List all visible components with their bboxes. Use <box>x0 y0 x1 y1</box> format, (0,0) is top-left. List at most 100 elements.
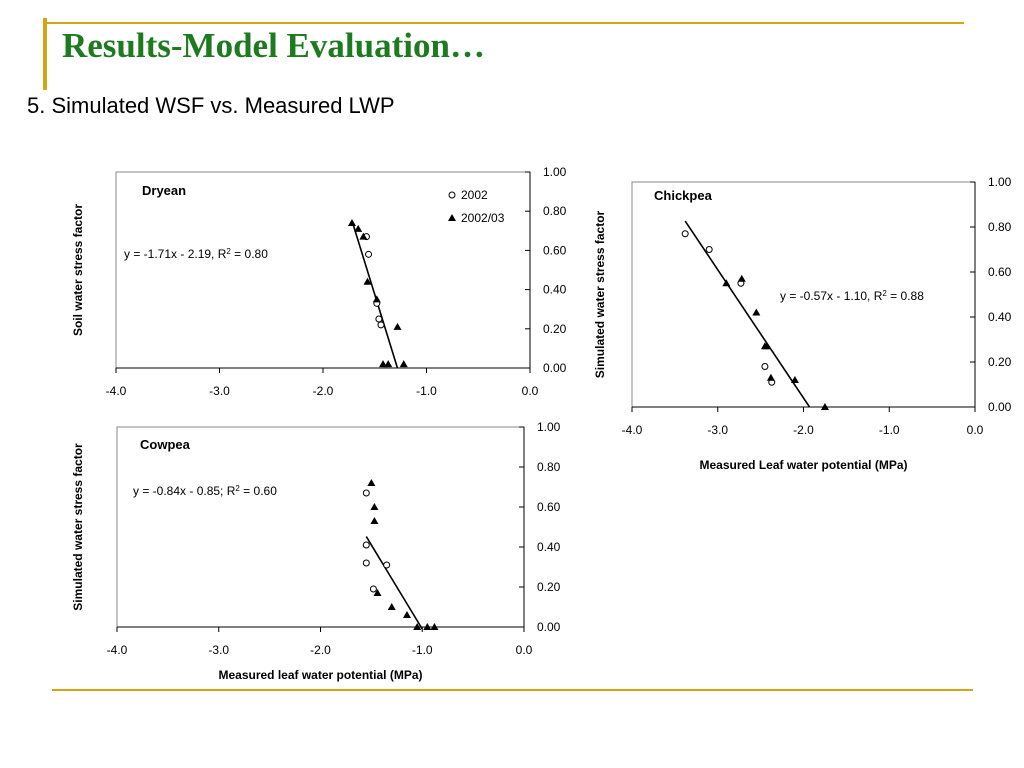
r2-superscript: 2 <box>882 289 887 298</box>
data-point-2002 <box>383 561 391 569</box>
x-axis-label: Measured leaf water potential (MPa) <box>218 668 422 682</box>
r2-superscript: 2 <box>235 484 240 493</box>
panel-label: Dryean <box>142 183 186 198</box>
y-tick-label: 0.80 <box>543 204 567 218</box>
x-tick-label: 0.0 <box>516 643 533 657</box>
regression-line <box>351 220 399 369</box>
data-point-2002-03 <box>367 479 376 486</box>
plot-frame <box>116 426 525 628</box>
data-point-2002 <box>362 541 370 549</box>
y-tick-label: 0.00 <box>988 400 1012 414</box>
x-tick-label: -3.0 <box>707 423 728 437</box>
legend-marker-2002 <box>448 191 456 199</box>
x-tick-label: -1.0 <box>879 423 900 437</box>
data-point-2002-03 <box>413 623 422 630</box>
regression-equation: y = -0.57x - 1.10, R2 = 0.88 <box>780 289 924 304</box>
data-point-2002-03 <box>402 611 411 618</box>
data-point-2002 <box>375 315 383 323</box>
data-point-2002-03 <box>387 603 396 610</box>
data-point-2002-03 <box>399 360 408 368</box>
y-axis-label: Simulated water stress factor <box>71 443 85 611</box>
regression-equation: y = -1.71x - 2.19, R2 = 0.80 <box>124 247 268 262</box>
r2-value: = 0.88 <box>887 289 924 303</box>
y-tick-label: 0.60 <box>537 500 561 514</box>
x-tick-label: -1.0 <box>412 643 433 657</box>
legend-marker-2002-03 <box>448 214 456 221</box>
legend-label-2002-03: 2002/03 <box>461 211 505 225</box>
data-point-2002 <box>377 321 385 329</box>
x-tick-label: -2.0 <box>313 384 334 398</box>
x-tick-label: -4.0 <box>106 384 127 398</box>
data-point-2002-03 <box>384 360 393 368</box>
data-point-2002-03 <box>820 403 829 410</box>
data-point-2002 <box>761 363 769 370</box>
x-axis-label: Measured Leaf water potential (MPa) <box>699 458 907 472</box>
chart-chickpea: -4.0 -3.0 -2.0 -1.0 0.0 0.00 0.20 0.40 0.60 0.80 1… <box>593 175 1012 472</box>
x-tick-label: 0.0 <box>967 423 984 437</box>
data-point-2002-03 <box>393 322 402 330</box>
y-tick-label: 1.00 <box>988 175 1012 189</box>
data-point-2002-03 <box>430 623 439 630</box>
regression-line <box>684 220 811 408</box>
bottom-rule <box>52 689 973 691</box>
y-tick-label: 0.00 <box>537 620 561 634</box>
x-tick-label: -3.0 <box>209 384 230 398</box>
r2-value: = 0.80 <box>231 247 268 261</box>
y-tick-label: 0.40 <box>543 283 567 297</box>
panel-label: Chickpea <box>654 188 713 203</box>
chart-dryean: -4.0 -3.0 -2.0 -1.0 0.0 0.00 0.20 0.40 0.60 0.80 1… <box>71 165 567 398</box>
x-tick-label: -1.0 <box>416 384 437 398</box>
x-tick-label: -2.0 <box>793 423 814 437</box>
x-tick-label: -3.0 <box>208 643 229 657</box>
y-tick-label: 0.60 <box>543 243 567 257</box>
y-axis-label: Soil water stress factor <box>71 204 85 336</box>
x-tick-label: 0.0 <box>522 384 539 398</box>
data-point-2002 <box>365 250 373 258</box>
data-point-2002 <box>681 230 689 238</box>
data-point-2002-03 <box>372 295 381 303</box>
data-point-2002-03 <box>363 277 372 285</box>
regression-equation: y = -0.84x - 0.85; R2 = 0.60 <box>133 484 277 499</box>
data-point-2002-03 <box>370 517 379 524</box>
data-point-2002-03 <box>347 218 356 226</box>
data-point-2002-03 <box>722 279 731 287</box>
x-tick-label: -4.0 <box>107 643 128 657</box>
y-tick-label: 0.20 <box>543 322 567 336</box>
data-point-2002-03 <box>373 589 382 596</box>
slide-subtitle: 5. Simulated WSF vs. Measured LWP <box>27 93 395 118</box>
x-tick-label: -2.0 <box>310 643 331 657</box>
y-tick-label: 0.00 <box>543 361 567 375</box>
top-rule <box>43 22 964 24</box>
data-point-2002-03 <box>737 274 746 282</box>
panel-label: Cowpea <box>140 437 191 452</box>
y-axis-label: Simulated water stress factor <box>593 210 607 378</box>
legend-label-2002: 2002 <box>461 188 488 202</box>
data-point-2002-03 <box>423 623 432 630</box>
data-point-2002-03 <box>790 376 799 383</box>
y-tick-label: 0.20 <box>988 355 1012 369</box>
data-point-2002 <box>362 559 370 567</box>
y-tick-label: 0.80 <box>537 460 561 474</box>
regression-line <box>365 536 423 630</box>
y-tick-label: 1.00 <box>543 165 567 179</box>
data-point-2002-03 <box>762 342 771 350</box>
data-point-2002 <box>705 246 713 253</box>
data-point-2002 <box>362 489 370 497</box>
y-tick-label: 0.60 <box>988 265 1012 279</box>
slide-title: Results-Model Evaluation… <box>62 26 485 65</box>
y-tick-label: 0.40 <box>537 540 561 554</box>
data-point-2002-03 <box>370 503 379 510</box>
data-point-2002 <box>369 585 377 593</box>
y-tick-label: 0.40 <box>988 310 1012 324</box>
y-tick-label: 0.80 <box>988 220 1012 234</box>
r2-value: = 0.60 <box>240 484 277 498</box>
data-point-2002-03 <box>766 373 775 381</box>
r2-superscript: 2 <box>226 247 231 256</box>
data-point-2002-03 <box>359 232 368 240</box>
y-tick-label: 1.00 <box>537 420 561 434</box>
title-accent-bar <box>43 18 47 90</box>
legend: 2002 2002/03 <box>448 188 505 225</box>
data-point-2002-03 <box>354 224 363 232</box>
data-point-2002-03 <box>752 308 761 316</box>
